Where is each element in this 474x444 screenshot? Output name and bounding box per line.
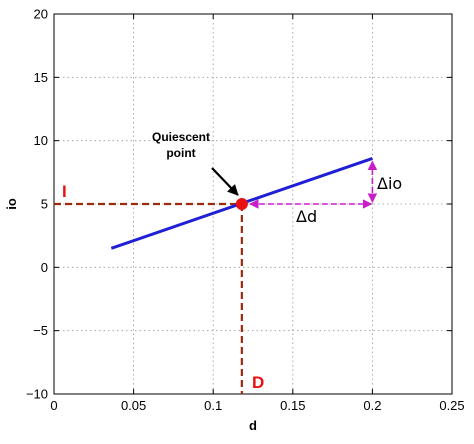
d-label: D: [252, 373, 264, 392]
x-tick-label: 0.2: [363, 398, 381, 413]
delta-d-label: Δd: [296, 207, 317, 226]
guides: [54, 202, 243, 394]
x-tick-label: 0: [50, 398, 57, 413]
y-tick-label: 0: [41, 260, 48, 275]
y-tick-label: −5: [33, 323, 48, 338]
x-tick-label: 0.25: [439, 398, 464, 413]
x-tick-label: 0.15: [280, 398, 305, 413]
y-tick-label: 20: [34, 7, 48, 22]
i-label: I: [62, 182, 67, 201]
tick-labels: 0 0.05 0.1 0.15 0.2 0.25 −10 −5 0 5 10 15 20: [26, 7, 465, 414]
y-axis-label: io: [4, 198, 19, 210]
ticks: [53, 13, 453, 395]
y-tick-label: −10: [26, 387, 48, 402]
quiescent-label-line1: Quiescent: [152, 130, 210, 144]
y-tick-label: 5: [41, 197, 48, 212]
x-axis-label: d: [249, 418, 257, 433]
y-tick-label: 10: [34, 133, 48, 148]
delta-io-label: Δio: [377, 174, 402, 193]
x-tick-label: 0.05: [121, 398, 146, 413]
y-tick-label: 15: [34, 70, 48, 85]
series: [110, 156, 373, 250]
annotations: [211, 160, 378, 209]
quiescent-label-line2: point: [166, 146, 195, 160]
quiescent-annotation-arrow: [211, 167, 239, 196]
x-tick-label: 0.1: [204, 398, 222, 413]
quiescent-point-marker: [235, 198, 248, 210]
